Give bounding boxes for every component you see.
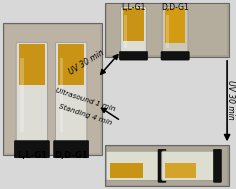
Bar bbox=[107, 5, 227, 55]
Bar bbox=[124, 15, 127, 48]
FancyBboxPatch shape bbox=[14, 141, 49, 158]
Text: Ultrasound 1 min: Ultrasound 1 min bbox=[54, 88, 116, 113]
Text: L,L-G1: L,L-G1 bbox=[17, 151, 47, 160]
Text: L,L-G1: L,L-G1 bbox=[121, 3, 146, 12]
FancyBboxPatch shape bbox=[55, 42, 87, 143]
FancyBboxPatch shape bbox=[54, 141, 89, 158]
Bar bbox=[110, 163, 143, 178]
Text: Standing 4 min: Standing 4 min bbox=[58, 104, 112, 127]
Bar bbox=[58, 44, 84, 85]
Text: D,D-G1: D,D-G1 bbox=[54, 151, 88, 160]
FancyBboxPatch shape bbox=[121, 7, 146, 54]
Bar bbox=[105, 145, 229, 186]
FancyBboxPatch shape bbox=[161, 52, 189, 60]
Bar bbox=[19, 44, 45, 85]
FancyBboxPatch shape bbox=[162, 7, 188, 54]
Bar bbox=[123, 8, 144, 41]
Text: UV 30 min: UV 30 min bbox=[67, 48, 105, 77]
FancyBboxPatch shape bbox=[214, 149, 221, 182]
Bar bbox=[107, 147, 227, 184]
Bar bbox=[20, 58, 24, 132]
Text: D,D-G1: D,D-G1 bbox=[161, 3, 189, 12]
Bar bbox=[3, 23, 102, 155]
FancyBboxPatch shape bbox=[119, 52, 148, 60]
FancyBboxPatch shape bbox=[162, 151, 216, 180]
FancyBboxPatch shape bbox=[16, 42, 48, 143]
FancyBboxPatch shape bbox=[158, 149, 166, 182]
Bar bbox=[5, 25, 100, 153]
Bar bbox=[59, 58, 63, 132]
FancyBboxPatch shape bbox=[106, 151, 161, 180]
Text: UV 30 min: UV 30 min bbox=[226, 80, 235, 120]
Bar bbox=[165, 8, 185, 43]
Bar bbox=[105, 3, 229, 57]
Bar bbox=[165, 163, 196, 178]
Bar bbox=[166, 15, 169, 48]
